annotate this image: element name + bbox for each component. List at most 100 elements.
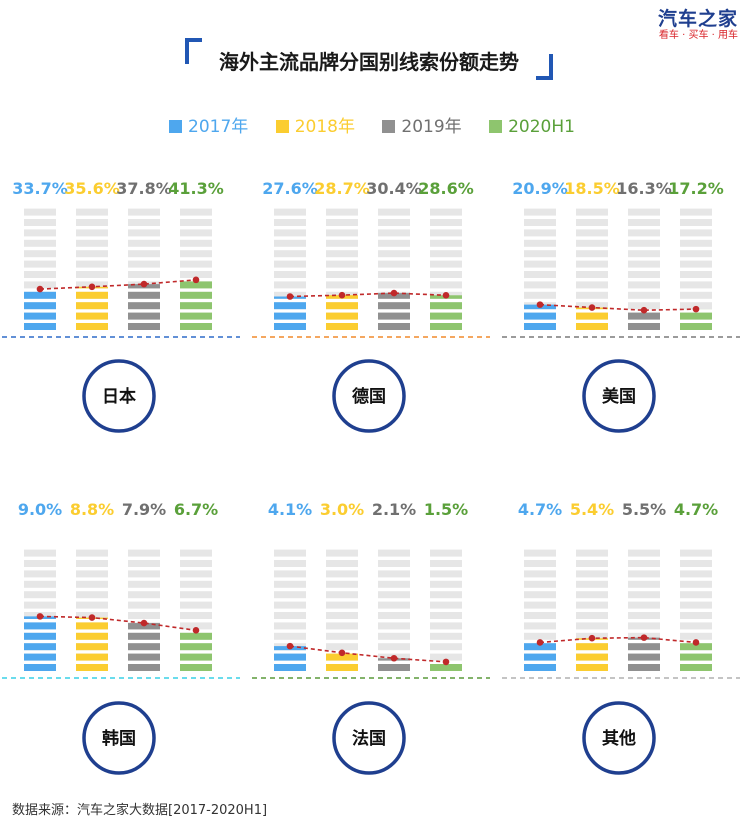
bar-segment-empty: [524, 550, 556, 557]
bar-segment-empty: [24, 240, 56, 247]
bar-segment-empty: [76, 581, 108, 588]
bar-2017: [524, 209, 556, 330]
bar-segment-empty: [430, 281, 462, 288]
bar-segment-empty: [524, 570, 556, 577]
bar-segment-empty: [628, 550, 660, 557]
bar-segment-empty: [76, 209, 108, 216]
bar-segment-filled: [274, 664, 306, 671]
trend-point-2017: [37, 613, 44, 620]
country-label: 日本: [102, 386, 136, 407]
bar-2017: [274, 550, 306, 671]
trend-point-2020h1: [193, 277, 200, 284]
bar-segment-empty: [274, 560, 306, 567]
bar-2020h1: [180, 550, 212, 671]
trend-line: [40, 616, 196, 630]
bar-segment-filled: [628, 313, 660, 320]
bar-segment-empty: [378, 581, 410, 588]
panel-1: 33.7%35.6%37.8%41.3%日本: [2, 179, 240, 431]
trend-point-2018: [589, 304, 596, 311]
bar-segment-empty: [326, 570, 358, 577]
bar-segment-empty: [326, 591, 358, 598]
bar-segment-filled: [378, 323, 410, 330]
bar-segment-empty: [326, 229, 358, 236]
bar-segment-empty: [180, 581, 212, 588]
bar-segment-empty: [680, 591, 712, 598]
bar-2020h1: [180, 209, 212, 330]
bar-segment-empty: [628, 602, 660, 609]
bar-2019: [628, 550, 660, 671]
panel-3: 20.9%18.5%16.3%17.2%美国: [502, 179, 740, 431]
bar-segment-filled: [180, 323, 212, 330]
bar-segment-filled: [274, 302, 306, 309]
trend-line: [540, 305, 696, 311]
bar-segment-empty: [378, 229, 410, 236]
bar-segment-empty: [24, 581, 56, 588]
bar-segment-empty: [628, 591, 660, 598]
bar-segment-empty: [576, 591, 608, 598]
bar-segment-empty: [680, 612, 712, 619]
bar-segment-empty: [128, 591, 160, 598]
bar-segment-filled: [180, 643, 212, 650]
bar-segment-empty: [378, 219, 410, 226]
bar-segment-empty: [524, 591, 556, 598]
bar-segment-empty: [378, 550, 410, 557]
bar-segment-empty: [576, 550, 608, 557]
bar-segment-empty: [680, 622, 712, 629]
bar-segment-empty: [76, 271, 108, 278]
bar-segment-empty: [128, 271, 160, 278]
bar-segment-empty: [274, 612, 306, 619]
bar-segment-empty: [628, 622, 660, 629]
trend-point-2020h1: [193, 627, 200, 634]
trend-point-2017: [287, 643, 294, 650]
bar-2018: [326, 209, 358, 330]
bar-segment-filled: [524, 313, 556, 320]
bar-segment-empty: [628, 250, 660, 257]
bar-segment-empty: [326, 581, 358, 588]
data-label-2020h1: 4.7%: [674, 500, 718, 519]
data-label-2017: 9.0%: [18, 500, 62, 519]
bar-segment-empty: [274, 281, 306, 288]
country-label: 其他: [602, 728, 636, 749]
bar-segment-empty: [524, 261, 556, 268]
bar-2018: [76, 209, 108, 330]
bar-segment-filled: [76, 622, 108, 629]
bar-segment-empty: [76, 550, 108, 557]
bar-segment-filled: [680, 313, 712, 320]
bar-segment-empty: [680, 281, 712, 288]
bar-segment-empty: [326, 612, 358, 619]
bar-segment-empty: [430, 250, 462, 257]
bar-segment-filled: [274, 654, 306, 661]
bar-segment-filled: [524, 654, 556, 661]
bar-segment-empty: [430, 209, 462, 216]
bar-segment-empty: [430, 622, 462, 629]
bar-segment-empty: [378, 643, 410, 650]
bar-segment-empty: [180, 570, 212, 577]
bar-segment-empty: [680, 550, 712, 557]
bar-segment-filled: [128, 633, 160, 640]
bar-segment-empty: [378, 281, 410, 288]
bar-segment-empty: [430, 240, 462, 247]
bar-segment-filled: [628, 664, 660, 671]
bar-segment-empty: [128, 570, 160, 577]
bar-segment-empty: [76, 261, 108, 268]
data-label-2018: 35.6%: [64, 179, 120, 198]
bar-segment-empty: [326, 560, 358, 567]
bar-segment-empty: [180, 591, 212, 598]
bar-segment-filled: [326, 313, 358, 320]
bar-segment-empty: [430, 219, 462, 226]
trend-point-2019: [141, 281, 148, 288]
bar-2019: [128, 550, 160, 671]
bar-segment-empty: [576, 581, 608, 588]
bar-segment-filled: [76, 323, 108, 330]
bar-segment-empty: [378, 570, 410, 577]
bar-segment-filled: [128, 643, 160, 650]
bar-segment-empty: [378, 560, 410, 567]
bar-segment-filled: [326, 302, 358, 309]
bar-segment-empty: [628, 209, 660, 216]
bar-segment-empty: [274, 550, 306, 557]
bar-segment-empty: [576, 560, 608, 567]
bar-segment-empty: [628, 271, 660, 278]
bar-segment-filled: [180, 313, 212, 320]
trend-point-2018: [339, 649, 346, 656]
panel-2: 27.6%28.7%30.4%28.6%德国: [252, 179, 490, 431]
